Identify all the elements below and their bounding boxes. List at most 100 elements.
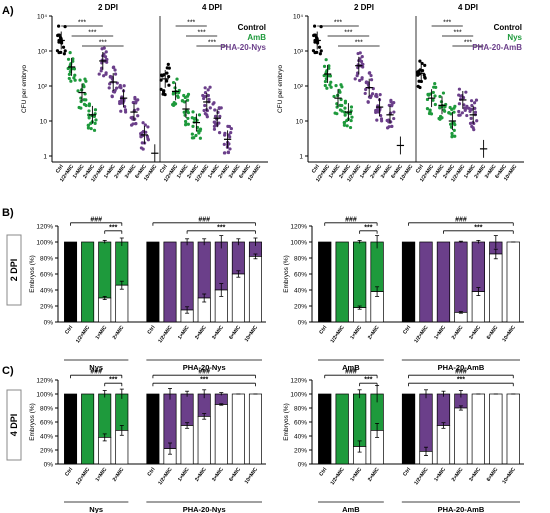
data-point — [457, 87, 462, 91]
data-point — [203, 86, 207, 90]
bar-dead — [115, 393, 129, 431]
data-point — [173, 102, 178, 106]
data-point — [469, 99, 474, 103]
data-point — [61, 45, 66, 49]
significance-label: *** — [364, 377, 372, 384]
significance-label: *** — [454, 30, 462, 37]
data-point — [212, 127, 217, 131]
data-point — [84, 98, 88, 102]
data-point — [338, 90, 342, 94]
legend-entry: Nys — [507, 33, 522, 42]
bar-dead — [163, 241, 177, 323]
significance-label: *** — [217, 224, 225, 231]
row-label-2dpi: 2 DPI — [6, 234, 22, 306]
x-tick-label: 2×MIC — [194, 467, 208, 483]
y-tick-label: 1 — [299, 154, 303, 161]
bar-dead — [64, 241, 78, 323]
y-axis-label: CFU per embryo — [277, 65, 284, 113]
row-label-4dpi-text: 4 DPI — [9, 414, 19, 437]
data-point — [353, 77, 357, 81]
data-point — [355, 73, 359, 78]
data-point — [111, 65, 115, 70]
x-tick-label: 6×MIC — [228, 467, 242, 483]
y-axis-label: Embryos (%) — [29, 255, 36, 293]
data-point — [213, 114, 218, 118]
data-point — [343, 110, 347, 114]
bar-alive — [506, 241, 520, 323]
data-point — [227, 124, 232, 129]
bar-alive — [471, 393, 485, 465]
data-point — [207, 97, 211, 101]
y-tick-label: 60% — [40, 272, 53, 279]
data-point — [184, 122, 188, 126]
data-point — [360, 55, 364, 59]
data-point — [196, 129, 200, 133]
y-tick-label: 0% — [298, 320, 308, 327]
significance-label: *** — [99, 40, 107, 47]
data-point — [66, 57, 71, 61]
data-point — [423, 63, 427, 67]
data-point — [83, 77, 87, 81]
x-tick-label: 1×MIC — [177, 467, 191, 483]
data-point — [441, 91, 446, 95]
data-point — [103, 55, 108, 59]
y-tick-label: 100% — [36, 240, 53, 247]
significance-label: *** — [109, 377, 117, 384]
data-point — [108, 82, 112, 86]
data-point — [226, 150, 231, 155]
data-point — [165, 66, 169, 70]
data-point — [433, 82, 437, 86]
data-point — [428, 108, 432, 112]
data-point — [186, 122, 190, 126]
data-point — [175, 94, 180, 98]
data-point — [165, 71, 169, 75]
data-point — [375, 110, 379, 114]
data-point — [190, 136, 195, 140]
significance-label: *** — [200, 377, 208, 384]
data-point — [107, 86, 111, 90]
group-label: Nys — [89, 505, 103, 513]
data-point — [379, 117, 384, 121]
data-point — [57, 40, 61, 44]
x-tick-label: 6×MIC — [486, 325, 500, 341]
data-point — [319, 25, 323, 29]
data-point — [342, 121, 346, 125]
x-tick-label: 3×MIC — [211, 325, 225, 341]
x-tick-label: 2×MIC — [194, 325, 208, 341]
x-tick-label: Ctrl — [64, 466, 74, 477]
y-axis-label: Embryos (%) — [29, 403, 36, 441]
data-point — [418, 85, 422, 90]
bar-dead — [454, 241, 468, 313]
data-point — [423, 76, 427, 80]
y-tick-label: 20% — [40, 304, 53, 311]
bar-alive — [231, 273, 245, 323]
data-point — [110, 95, 114, 99]
data-point — [212, 101, 216, 105]
data-point — [392, 110, 396, 114]
data-point — [453, 123, 457, 127]
bar-dead — [180, 241, 194, 311]
bar-alive — [115, 284, 129, 323]
data-point — [86, 123, 90, 128]
data-point — [328, 83, 332, 87]
data-point — [431, 90, 435, 95]
data-point — [68, 51, 72, 55]
bar-dead — [335, 393, 349, 465]
data-point — [345, 124, 349, 128]
bar-dead — [231, 241, 245, 275]
x-tick-label: 1/2×MIC — [157, 324, 173, 344]
data-point — [73, 73, 77, 77]
x-tick-label: 10×MIC — [244, 325, 260, 344]
data-point — [390, 124, 394, 129]
data-point — [87, 116, 91, 120]
data-point — [469, 116, 473, 120]
data-point — [93, 108, 98, 112]
y-tick-label: 80% — [294, 256, 307, 263]
data-point — [57, 33, 61, 37]
bar-dead — [436, 393, 451, 426]
data-point — [350, 115, 354, 119]
data-point — [389, 98, 393, 102]
data-point — [369, 73, 373, 78]
